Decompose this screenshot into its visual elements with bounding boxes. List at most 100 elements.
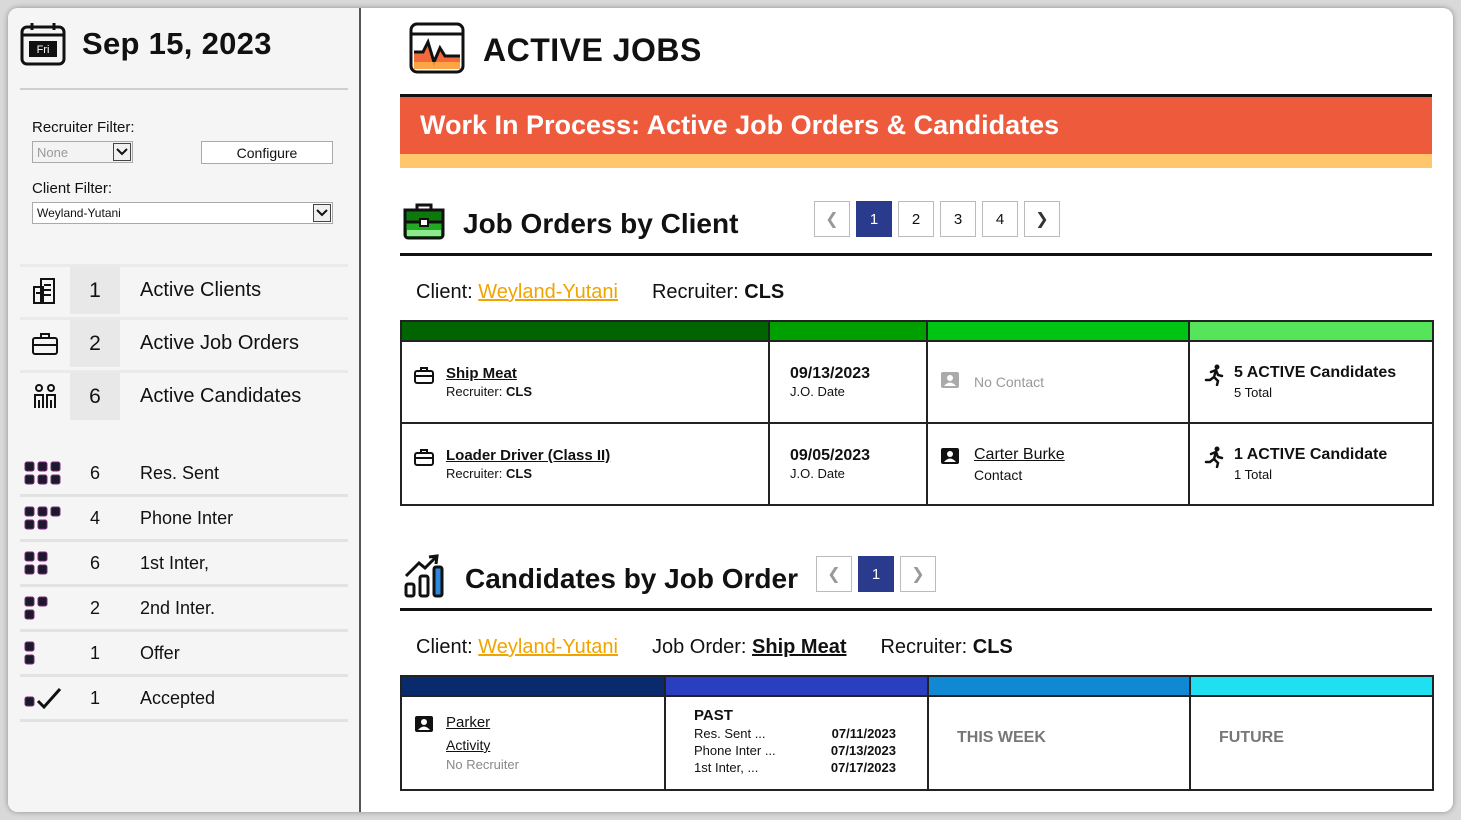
job-order-link[interactable]: Ship Meat [752, 636, 847, 658]
contact-name: No Contact [974, 374, 1045, 390]
jo-date-label: J.O. Date [790, 384, 845, 399]
active-candidates-count: 6 [70, 373, 120, 420]
jo-date-label: J.O. Date [790, 466, 845, 481]
res-sent-label: Res. Sent [140, 462, 220, 483]
next-page-button[interactable]: ❯ [900, 556, 936, 592]
job-title-link[interactable]: Loader Driver (Class II) [446, 447, 611, 464]
past-date: 07/11/2023 [831, 726, 896, 741]
past-entry: 1st Inter, ... 07/17/2023 [694, 759, 896, 776]
date-header: Fri Sep 15, 2023 [20, 22, 272, 66]
job-orders-title: Job Orders by Client [463, 207, 739, 239]
running-person-icon [1204, 446, 1224, 473]
client-link[interactable]: Weyland-Yutani [478, 636, 618, 658]
chevron-right-icon: ❯ [1035, 211, 1049, 228]
candidates-section-header: Candidates by Job Order [403, 554, 798, 603]
page-button-3[interactable]: 3 [940, 201, 976, 237]
people-icon [20, 383, 70, 410]
recruiter-value: CLS [505, 466, 532, 481]
client-link[interactable]: Weyland-Yutani [478, 281, 618, 303]
future-cell: FUTURE [1189, 695, 1434, 791]
header-cell [664, 675, 929, 697]
future-label: FUTURE [1219, 729, 1284, 746]
date-cell: 09/13/2023 J.O. Date [768, 340, 928, 424]
activity-link[interactable]: Activity [446, 737, 491, 753]
contact-card-icon [940, 371, 960, 394]
prev-page-button[interactable]: ❮ [814, 201, 850, 237]
summary-active-job-orders[interactable]: 2 Active Job Orders [20, 317, 348, 367]
header-cell [926, 320, 1190, 342]
active-clients-count: 1 [70, 267, 120, 314]
briefcase-icon [20, 332, 70, 356]
contact-label: Contact [974, 466, 1023, 483]
job-cell: Ship Meat Recruiter: CLS [400, 340, 770, 424]
contact-cell: Carter Burke Contact [926, 422, 1190, 506]
chevron-right-icon: ❯ [911, 566, 925, 583]
active-job-orders-count: 2 [70, 320, 120, 367]
candidate-recruiter: No Recruiter [446, 757, 519, 772]
summary-active-candidates[interactable]: 6 Active Candidates [20, 370, 348, 420]
header-cell [400, 675, 666, 697]
second-inter-count: 2 [89, 597, 100, 618]
header-cell [927, 675, 1191, 697]
stage-row-2nd-inter[interactable]: 2 2nd Inter. [20, 587, 348, 632]
job-orders-section-header: Job Orders by Client [403, 202, 738, 245]
client-label: Client: [416, 281, 473, 303]
recruiter-filter-select[interactable]: None [32, 141, 133, 163]
checkmark-icon [20, 685, 70, 711]
candidate-cell: Parker Activity No Recruiter [400, 695, 666, 791]
header-cell [1189, 675, 1434, 697]
accepted-label: Accepted [140, 687, 216, 708]
client-filter-select[interactable]: Weyland-Yutani [32, 202, 333, 224]
table-header-row [400, 675, 1434, 697]
contact-name-link[interactable]: Carter Burke [974, 445, 1065, 463]
header-cell [1188, 320, 1434, 342]
stage-dots-5-icon [20, 505, 70, 531]
app-frame: Fri Sep 15, 2023 Recruiter Filter: None … [8, 8, 1453, 812]
total-candidates: 1 Total [1234, 467, 1273, 482]
phone-inter-count: 4 [89, 507, 100, 528]
stage-row-1st-inter[interactable]: 6 1st Inter, [20, 542, 348, 587]
active-clients-label: Active Clients [140, 279, 262, 301]
recruiter-value: CLS [505, 384, 532, 399]
wip-banner: Work In Process: Active Job Orders & Can… [400, 94, 1432, 168]
first-inter-count: 6 [89, 552, 100, 573]
job-orders-pager: ❮ 1 2 3 4 ❯ [814, 201, 1060, 237]
current-date: Sep 15, 2023 [82, 26, 272, 61]
accepted-count: 1 [89, 687, 100, 708]
stage-row-res-sent[interactable]: 6 Res. Sent [20, 452, 348, 497]
candidates-cell: 1 ACTIVE Candidate 1 Total [1188, 422, 1434, 506]
stage-row-phone-inter[interactable]: 4 Phone Inter [20, 497, 348, 542]
res-sent-count: 6 [89, 462, 100, 483]
past-stage: Res. Sent ... [694, 726, 766, 741]
page-button-4[interactable]: 4 [982, 201, 1018, 237]
candidates-meta: Client: Weyland-Yutani Job Order: Ship M… [416, 636, 1013, 659]
candidates-title: Candidates by Job Order [465, 562, 798, 594]
running-person-icon [1204, 364, 1224, 391]
candidate-name-link[interactable]: Parker [446, 714, 491, 731]
page-button-2[interactable]: 2 [898, 201, 934, 237]
past-entry: Res. Sent ... 07/11/2023 [694, 725, 896, 742]
second-inter-label: 2nd Inter. [140, 597, 216, 618]
table-row: Parker Activity No Recruiter PAST Res. S… [400, 695, 1434, 791]
contact-cell: No Contact [926, 340, 1190, 424]
briefcase-icon [414, 367, 434, 389]
stage-dots-6-icon [20, 460, 70, 486]
past-stage: Phone Inter ... [694, 743, 776, 758]
past-date: 07/17/2023 [830, 760, 896, 775]
past-cell: PAST Res. Sent ... 07/11/2023 Phone Inter… [664, 695, 929, 791]
stage-row-accepted[interactable]: 1 Accepted [20, 677, 348, 722]
recruiter-filter-label: Recruiter Filter: [32, 119, 135, 136]
next-page-button[interactable]: ❯ [1024, 201, 1060, 237]
configure-button[interactable]: Configure [201, 141, 333, 164]
page-button-1[interactable]: 1 [858, 556, 894, 592]
calendar-icon: Fri [20, 22, 66, 66]
offer-label: Offer [140, 642, 180, 663]
job-title-link[interactable]: Ship Meat [446, 365, 517, 382]
summary-active-clients[interactable]: 1 Active Clients [20, 264, 348, 314]
stage-dots-4-icon [20, 550, 70, 576]
active-job-orders-label: Active Job Orders [140, 332, 299, 354]
page-header: ACTIVE JOBS [409, 22, 702, 79]
prev-page-button[interactable]: ❮ [816, 556, 852, 592]
stage-row-offer[interactable]: 1 Offer [20, 632, 348, 677]
page-button-1[interactable]: 1 [856, 201, 892, 237]
